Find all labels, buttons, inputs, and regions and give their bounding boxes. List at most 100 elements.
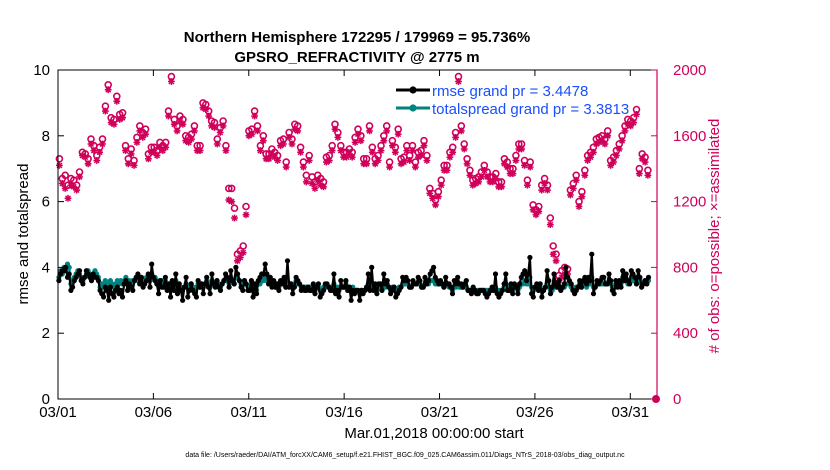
obs-assimilated-stroke <box>119 114 126 121</box>
obs-assimilated-point <box>509 170 517 177</box>
obs-assimilated-point <box>518 145 525 153</box>
obs-assimilated-stroke <box>334 134 341 141</box>
rmse-point <box>104 287 110 293</box>
obs-assimilated-stroke <box>197 147 204 154</box>
obs-assimilated-point <box>443 166 451 174</box>
obs-possible-point <box>239 242 247 250</box>
rmse-point <box>357 297 363 303</box>
obs-assimilated-stroke <box>357 137 364 144</box>
obs-assimilated-stroke <box>202 106 209 113</box>
obs-assimilated-stroke <box>131 162 138 169</box>
obs-possible-point <box>225 184 233 193</box>
rmse-point <box>398 284 404 290</box>
obs-assimilated-stroke <box>222 147 229 154</box>
rmse-point <box>374 291 380 297</box>
obs-assimilated-point <box>575 203 583 210</box>
rmse-point <box>284 258 291 264</box>
rmse-point <box>530 294 536 300</box>
y-tick-label: 4 <box>42 259 50 276</box>
obs-assimilated-point <box>544 186 551 194</box>
obs-assimilated-stroke <box>544 187 551 194</box>
obs-assimilated-stroke <box>386 164 393 171</box>
obs-assimilated-point <box>478 173 485 181</box>
obs-assimilated-stroke <box>392 149 399 156</box>
rmse-point <box>181 284 187 290</box>
obs-assimilated-stroke <box>383 127 390 134</box>
obs-assimilated-point <box>635 170 643 177</box>
rmse-point <box>468 291 474 297</box>
rmse-point <box>592 284 598 290</box>
obs-assimilated-stroke <box>633 111 640 118</box>
obs-assimilated-point <box>480 166 488 174</box>
rmse-point <box>264 271 270 277</box>
obs-assimilated-stroke <box>291 126 298 133</box>
obs-assimilated-point <box>302 178 310 186</box>
rmse-point <box>637 274 643 280</box>
obs-assimilated-point <box>56 162 63 169</box>
rmse-point <box>169 278 175 284</box>
obs-assimilated-stroke <box>191 127 198 134</box>
rmse-point <box>517 281 523 287</box>
obs-assimilated-point <box>300 163 307 171</box>
obs-assimilated-stroke <box>237 254 244 261</box>
obs-assimilated-point <box>406 157 414 164</box>
obs-assimilated-point <box>314 176 322 184</box>
obs-assimilated-stroke <box>286 134 293 141</box>
obs-assimilated-point <box>383 127 391 135</box>
obs-assimilated-stroke <box>464 160 471 167</box>
obs-assimilated-point <box>213 140 221 148</box>
obs-assimilated-stroke <box>621 127 628 134</box>
obs-assimilated-stroke <box>352 139 359 146</box>
obs-assimilated-point <box>377 147 385 154</box>
rmse-point <box>183 274 189 280</box>
x-tick-label: 03/21 <box>421 404 459 421</box>
rmse-point <box>441 284 447 290</box>
obs-assimilated-stroke <box>243 211 250 218</box>
obs-assimilated-stroke <box>369 149 376 156</box>
obs-assimilated-stroke <box>541 180 548 187</box>
y-tick-label-right: 800 <box>673 259 698 276</box>
obs-assimilated-stroke <box>395 131 402 138</box>
obs-assimilated-point <box>93 157 101 164</box>
obs-assimilated-stroke <box>403 147 410 154</box>
rmse-point <box>233 264 239 270</box>
rmse-point <box>522 268 528 274</box>
rmse-point <box>276 287 282 293</box>
obs-assimilated-point <box>76 173 83 181</box>
obs-assimilated-stroke <box>294 127 301 134</box>
rmse-point <box>547 291 554 297</box>
obs-assimilated-stroke <box>113 98 120 105</box>
rmse-point <box>254 291 260 297</box>
obs-assimilated-stroke <box>309 180 316 187</box>
rmse-point <box>66 271 72 277</box>
obs-assimilated-stroke <box>188 136 195 143</box>
obs-assimilated-point <box>84 160 92 168</box>
legend: rmse grand pr = 3.4478 totalspread grand… <box>396 83 629 118</box>
obs-assimilated-point <box>90 147 98 154</box>
rmse-point <box>149 261 155 267</box>
rmse-point <box>200 291 206 297</box>
rmse-point <box>296 281 303 287</box>
obs-assimilated-point <box>173 127 181 135</box>
legend-marker-rmse <box>409 86 417 94</box>
obs-assimilated-stroke <box>377 147 384 154</box>
obs-assimilated-stroke <box>165 113 172 120</box>
obs-assimilated-point <box>297 148 304 156</box>
obs-assimilated-point <box>234 257 241 265</box>
obs-assimilated-stroke <box>443 167 450 174</box>
rmse-point <box>563 264 569 270</box>
x-tick-label: 03/01 <box>39 404 77 421</box>
obs-assimilated-point <box>64 194 72 202</box>
rmse-point <box>205 284 211 290</box>
rmse-point <box>156 291 162 297</box>
rmse-point <box>162 274 168 280</box>
obs-assimilated-stroke <box>421 142 428 149</box>
obs-assimilated-stroke <box>96 149 103 156</box>
rmse-point <box>266 281 272 287</box>
obs-assimilated-point <box>337 147 345 154</box>
x-axis-label: Mar.01,2018 00:00:00 start <box>344 425 524 442</box>
rmse-point <box>235 271 241 277</box>
obs-assimilated-point <box>587 153 594 161</box>
obs-assimilated-point <box>546 221 554 228</box>
